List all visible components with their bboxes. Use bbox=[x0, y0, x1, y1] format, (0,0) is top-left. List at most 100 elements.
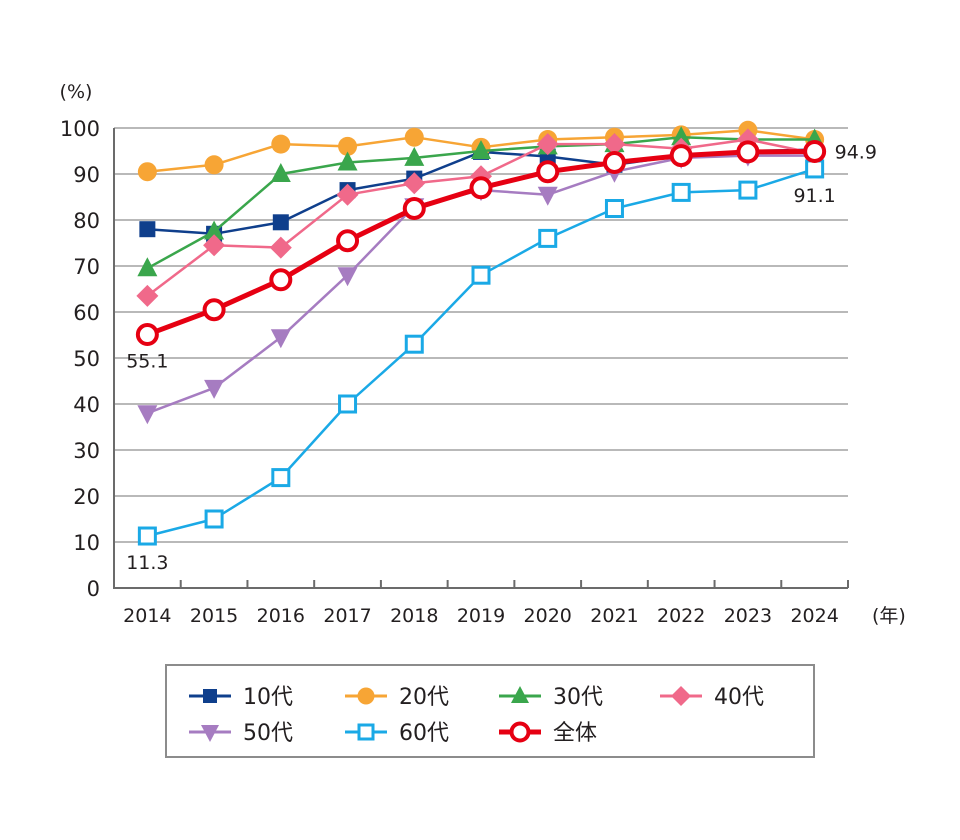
axis-lines bbox=[113, 128, 848, 589]
series-6-point bbox=[137, 526, 157, 546]
legend-marker bbox=[357, 687, 375, 705]
series-7-point bbox=[536, 160, 560, 184]
legend-items: 10代 20代 30代 40代 50代 60代 全体 bbox=[189, 685, 764, 746]
series-6-point bbox=[338, 394, 358, 414]
series-4-point bbox=[536, 133, 559, 156]
legend-item: 20代 bbox=[345, 685, 449, 710]
series-1-point bbox=[272, 214, 289, 231]
series-4-point bbox=[203, 234, 226, 257]
series-2-point bbox=[404, 127, 424, 147]
series-4-point bbox=[269, 236, 292, 259]
legend-marker bbox=[201, 725, 219, 742]
y-tick-label: 30 bbox=[73, 439, 100, 463]
x-axis-unit-label: (年) bbox=[872, 605, 906, 627]
series-4-point bbox=[136, 284, 159, 307]
x-tick-label: 2016 bbox=[257, 605, 305, 627]
data-label: 11.3 bbox=[126, 552, 168, 574]
series-lines bbox=[135, 120, 827, 546]
series-7 bbox=[135, 139, 827, 347]
series-1-point bbox=[139, 221, 156, 238]
series-5-point bbox=[537, 186, 558, 206]
x-tick-label: 2020 bbox=[524, 605, 572, 627]
legend-item: 40代 bbox=[660, 685, 764, 710]
legend-label: 60代 bbox=[399, 721, 449, 746]
series-3-point bbox=[671, 126, 692, 146]
y-tick-label: 20 bbox=[73, 485, 100, 509]
legend-label: 20代 bbox=[399, 685, 449, 710]
series-7-point bbox=[402, 197, 426, 220]
series-3-point bbox=[204, 220, 225, 240]
data-label: 91.1 bbox=[793, 185, 835, 207]
x-tick-label: 2017 bbox=[323, 605, 371, 627]
x-tick-label: 2023 bbox=[724, 605, 772, 627]
data-label: 55.1 bbox=[126, 351, 168, 373]
series-6-point bbox=[738, 180, 758, 200]
series-5-point bbox=[204, 379, 225, 399]
legend-item: 50代 bbox=[189, 721, 293, 746]
y-tick-labels: 0 10 20 30 40 50 60 70 80 90 100 bbox=[60, 117, 100, 601]
legend-marker bbox=[203, 689, 217, 703]
x-tick-label: 2022 bbox=[657, 605, 705, 627]
y-tick-label: 100 bbox=[60, 117, 100, 141]
series-3-point bbox=[270, 163, 291, 182]
y-tick-label: 10 bbox=[73, 531, 100, 555]
series-6-point bbox=[538, 228, 558, 248]
series-5-point bbox=[137, 405, 158, 425]
series-7-point bbox=[669, 144, 693, 168]
series-6-point bbox=[471, 265, 491, 285]
legend: 10代 20代 30代 40代 50代 60代 全体 bbox=[165, 664, 815, 758]
series-2-point bbox=[338, 136, 358, 156]
series-6-point bbox=[204, 509, 224, 529]
legend-item: 30代 bbox=[499, 685, 603, 710]
data-labels: 55.1 11.3 94.991.1 bbox=[126, 141, 877, 574]
series-3 bbox=[137, 126, 825, 277]
series-3-point bbox=[404, 146, 425, 166]
y-tick-label: 0 bbox=[87, 577, 100, 601]
series-2-point bbox=[137, 162, 157, 182]
legend-marker bbox=[671, 686, 691, 706]
y-axis-unit-label: (%) bbox=[60, 81, 93, 103]
legend-item: 全体 bbox=[499, 721, 597, 746]
y-tick-label: 90 bbox=[73, 163, 100, 187]
x-tick-label: 2024 bbox=[790, 605, 838, 627]
legend-marker bbox=[509, 721, 531, 743]
series-4-point bbox=[336, 183, 359, 206]
x-tick-labels: 2014 2015 2016 2017 2018 2019 2020 2021 2022 2023… bbox=[123, 605, 839, 627]
legend-label: 10代 bbox=[243, 685, 293, 710]
legend-label: 50代 bbox=[243, 721, 293, 746]
y-tick-label: 70 bbox=[73, 255, 100, 279]
series-7-point bbox=[602, 151, 626, 174]
series-2-point bbox=[204, 155, 224, 175]
series-6-point bbox=[404, 334, 424, 354]
y-tick-label: 80 bbox=[73, 209, 100, 233]
axes bbox=[113, 128, 849, 589]
series-7-point bbox=[803, 139, 827, 163]
legend-marker bbox=[511, 686, 529, 703]
series-2-point bbox=[271, 134, 291, 154]
series-3-point bbox=[137, 257, 158, 277]
legend-marker bbox=[357, 723, 375, 741]
series-3-point bbox=[471, 140, 491, 159]
legend-item: 60代 bbox=[345, 721, 449, 746]
legend-label: 30代 bbox=[553, 685, 603, 710]
series-4-point bbox=[603, 133, 626, 156]
series-6-point bbox=[805, 159, 825, 179]
series-5-point bbox=[270, 329, 291, 349]
series-4-point bbox=[403, 172, 426, 195]
series-7-point bbox=[202, 298, 226, 322]
data-label: 94.9 bbox=[835, 141, 877, 163]
legend-label: 全体 bbox=[553, 721, 597, 746]
series-7-point bbox=[469, 176, 493, 200]
series-3-point bbox=[337, 151, 358, 171]
y-tick-label: 50 bbox=[73, 347, 100, 371]
series-6-line bbox=[147, 167, 816, 538]
y-tick-label: 40 bbox=[73, 393, 100, 417]
x-tick-label: 2021 bbox=[590, 605, 638, 627]
series-6-point bbox=[671, 182, 691, 202]
x-tick-label: 2014 bbox=[123, 605, 171, 627]
x-tick-label: 2015 bbox=[190, 605, 238, 627]
series-7-point bbox=[135, 323, 159, 347]
x-tick-label: 2018 bbox=[390, 605, 438, 627]
legend-label: 40代 bbox=[714, 685, 764, 710]
